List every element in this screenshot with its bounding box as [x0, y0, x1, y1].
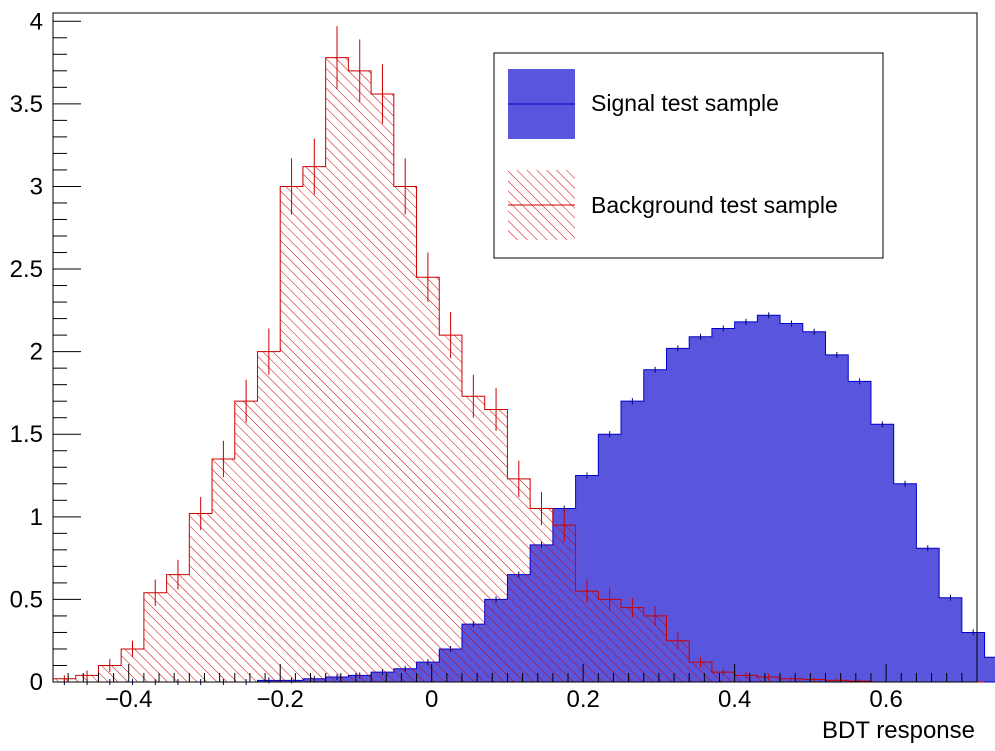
x-tick-label: −0.2: [257, 686, 304, 713]
y-tick-label: 1.5: [10, 421, 43, 448]
x-tick-label: 0.2: [566, 686, 599, 713]
legend-signal-label: Signal test sample: [591, 90, 779, 116]
y-tick-label: 3: [30, 173, 43, 200]
legend: Signal test sample Background test sampl…: [493, 52, 884, 259]
y-tick-label: 0.5: [10, 586, 43, 613]
legend-background-label: Background test sample: [591, 192, 838, 218]
y-tick-label: 3.5: [10, 91, 43, 118]
axes: −0.4 −0.2 0 0.2 0.4 0.6 0 0.5 1 1.5 2 2.5 3 3.5 4: [10, 8, 978, 713]
y-tick-label: 0: [30, 669, 43, 696]
y-tick-label: 4: [30, 8, 43, 35]
y-tick-label: 2: [30, 339, 43, 366]
y-tick-label: 2.5: [10, 256, 43, 283]
plot-frame: [52, 12, 978, 683]
x-tick-label: 0.6: [869, 686, 902, 713]
x-tick-label: 0: [425, 686, 438, 713]
x-axis-title: BDT response: [822, 717, 975, 744]
x-tick-label: −0.4: [105, 686, 152, 713]
x-tick-label: 0.4: [718, 686, 751, 713]
y-tick-label: 1: [30, 504, 43, 531]
